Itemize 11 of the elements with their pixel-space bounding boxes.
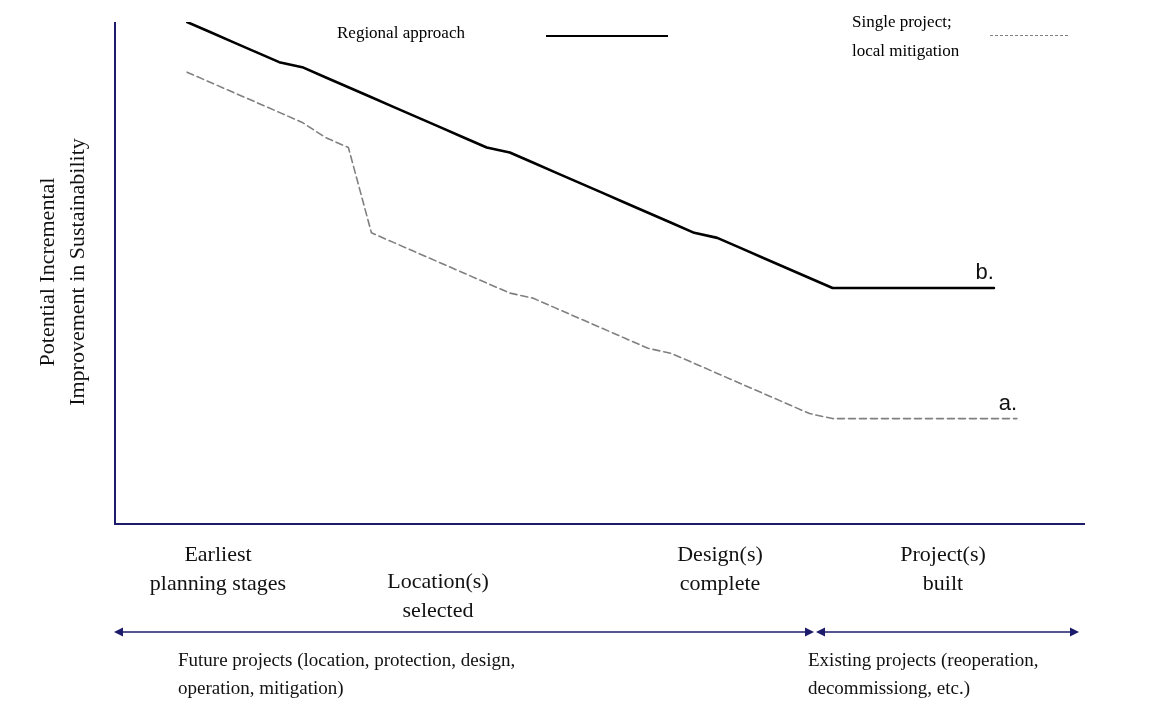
text: Regional approach (337, 22, 465, 44)
annotation: b. (975, 259, 994, 285)
y-axis-title: Potential Incremental Improvement in Sustainability (33, 138, 90, 406)
annotation: a. (998, 389, 1017, 415)
text: Project(s) built (900, 540, 986, 597)
text: Location(s) selected (387, 567, 489, 624)
text: Existing projects (reoperation, decommissiong, etc.) (808, 648, 1039, 700)
text: Future projects (location, protection, design, operation, mitigation) (178, 648, 516, 700)
text: Design(s) complete (677, 540, 763, 597)
text: Earliest planning stages (149, 540, 287, 597)
legend-label: Single project; local mitigation (852, 11, 960, 62)
